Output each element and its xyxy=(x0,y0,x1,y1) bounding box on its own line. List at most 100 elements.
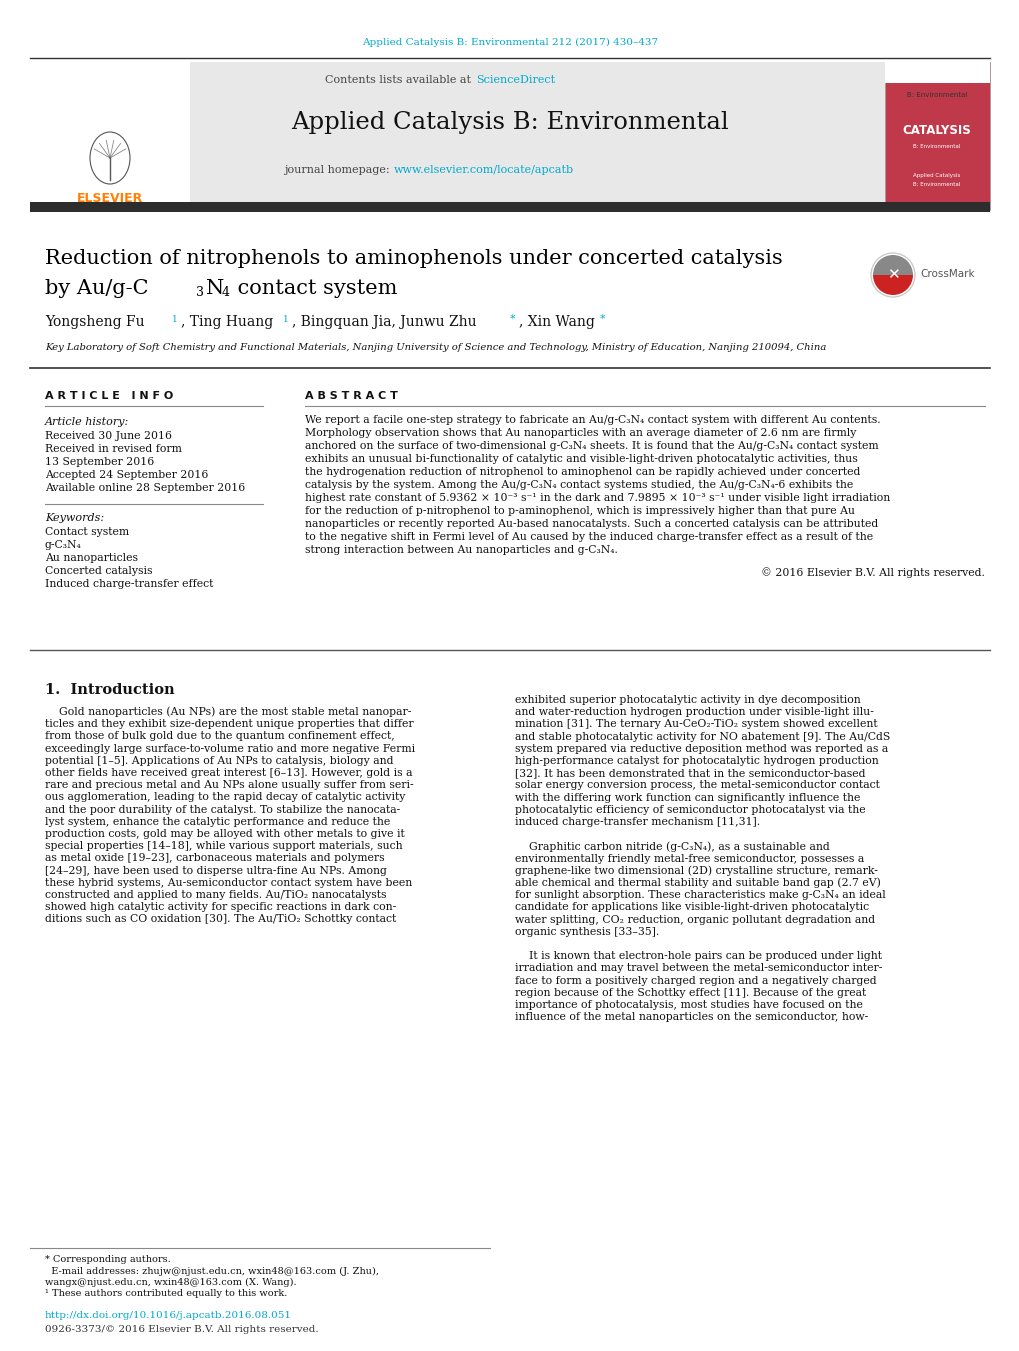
Text: ScienceDirect: ScienceDirect xyxy=(476,76,554,85)
Text: 13 September 2016: 13 September 2016 xyxy=(45,457,154,467)
Text: the hydrogenation reduction of nitrophenol to aminophenol can be rapidly achieve: the hydrogenation reduction of nitrophen… xyxy=(305,467,860,477)
Text: Graphitic carbon nitride (g-C₃N₄), as a sustainable and: Graphitic carbon nitride (g-C₃N₄), as a … xyxy=(515,842,828,851)
Text: 1.  Introduction: 1. Introduction xyxy=(45,684,174,697)
Text: exceedingly large surface-to-volume ratio and more negative Fermi: exceedingly large surface-to-volume rati… xyxy=(45,743,415,754)
Text: irradiation and may travel between the metal-semiconductor inter-: irradiation and may travel between the m… xyxy=(515,963,881,974)
Text: contact system: contact system xyxy=(230,278,397,297)
Text: candidate for applications like visible-light-driven photocatalytic: candidate for applications like visible-… xyxy=(515,902,868,912)
Text: and stable photocatalytic activity for NO abatement [9]. The Au/CdS: and stable photocatalytic activity for N… xyxy=(515,732,890,742)
Text: ✕: ✕ xyxy=(886,267,899,282)
Text: showed high catalytic activity for specific reactions in dark con-: showed high catalytic activity for speci… xyxy=(45,902,395,912)
Text: system prepared via reductive deposition method was reported as a: system prepared via reductive deposition… xyxy=(515,744,888,754)
Text: influence of the metal nanoparticles on the semiconductor, how-: influence of the metal nanoparticles on … xyxy=(515,1012,867,1023)
Text: for sunlight absorption. These characteristics make g-C₃N₄ an ideal: for sunlight absorption. These character… xyxy=(515,890,884,900)
Text: strong interaction between Au nanoparticles and g-C₃N₄.: strong interaction between Au nanopartic… xyxy=(305,544,618,555)
Text: and the poor durability of the catalyst. To stabilize the nanocata-: and the poor durability of the catalyst.… xyxy=(45,805,399,815)
Bar xyxy=(884,58,989,82)
Text: region because of the Schottky effect [11]. Because of the great: region because of the Schottky effect [1… xyxy=(515,988,865,998)
Text: and water-reduction hydrogen production under visible-light illu-: and water-reduction hydrogen production … xyxy=(515,707,873,717)
Text: graphene-like two dimensional (2D) crystalline structure, remark-: graphene-like two dimensional (2D) cryst… xyxy=(515,866,877,875)
Text: with the differing work function can significantly influence the: with the differing work function can sig… xyxy=(515,793,860,802)
Text: catalysis by the system. Among the Au/g-C₃N₄ contact systems studied, the Au/g-C: catalysis by the system. Among the Au/g-… xyxy=(305,480,853,490)
Text: ticles and they exhibit size-dependent unique properties that differ: ticles and they exhibit size-dependent u… xyxy=(45,719,414,730)
Text: exhibits an unusual bi-functionality of catalytic and visible-light-driven photo: exhibits an unusual bi-functionality of … xyxy=(305,454,857,463)
Text: Accepted 24 September 2016: Accepted 24 September 2016 xyxy=(45,470,208,480)
Text: nanoparticles or recently reported Au-based nanocatalysts. Such a concerted cata: nanoparticles or recently reported Au-ba… xyxy=(305,519,877,530)
Text: environmentally friendly metal-free semiconductor, possesses a: environmentally friendly metal-free semi… xyxy=(515,854,863,863)
Text: these hybrid systems, Au-semiconductor contact system have been: these hybrid systems, Au-semiconductor c… xyxy=(45,878,412,888)
Text: 1: 1 xyxy=(282,315,288,323)
Text: [24–29], have been used to disperse ultra-fine Au NPs. Among: [24–29], have been used to disperse ultr… xyxy=(45,866,386,875)
Text: Au nanoparticles: Au nanoparticles xyxy=(45,553,138,563)
Text: Concerted catalysis: Concerted catalysis xyxy=(45,566,153,576)
Text: E-mail addresses: zhujw@njust.edu.cn, wxin48@163.com (J. Zhu),: E-mail addresses: zhujw@njust.edu.cn, wx… xyxy=(45,1266,379,1275)
Text: importance of photocatalysis, most studies have focused on the: importance of photocatalysis, most studi… xyxy=(515,1000,862,1011)
Text: ous agglomeration, leading to the rapid decay of catalytic activity: ous agglomeration, leading to the rapid … xyxy=(45,793,405,802)
Wedge shape xyxy=(872,255,912,276)
Text: , Ting Huang: , Ting Huang xyxy=(180,315,273,330)
Bar xyxy=(30,62,884,209)
Text: 1: 1 xyxy=(172,315,177,323)
Text: Induced charge-transfer effect: Induced charge-transfer effect xyxy=(45,580,213,589)
Text: high-performance catalyst for photocatalytic hydrogen production: high-performance catalyst for photocatal… xyxy=(515,757,878,766)
Text: Morphology observation shows that Au nanoparticles with an average diameter of 2: Morphology observation shows that Au nan… xyxy=(305,428,856,438)
Text: *: * xyxy=(510,313,516,324)
Text: to the negative shift in Fermi level of Au caused by the induced charge-transfer: to the negative shift in Fermi level of … xyxy=(305,532,872,542)
Text: B: Environmental: B: Environmental xyxy=(912,182,960,188)
Text: constructed and applied to many fields. Au/TiO₂ nanocatalysts: constructed and applied to many fields. … xyxy=(45,890,386,900)
Text: 0926-3373/© 2016 Elsevier B.V. All rights reserved.: 0926-3373/© 2016 Elsevier B.V. All right… xyxy=(45,1325,318,1335)
Text: able chemical and thermal stability and suitable band gap (2.7 eV): able chemical and thermal stability and … xyxy=(515,878,880,888)
Text: Key Laboratory of Soft Chemistry and Functional Materials, Nanjing University of: Key Laboratory of Soft Chemistry and Fun… xyxy=(45,343,825,353)
Text: organic synthesis [33–35].: organic synthesis [33–35]. xyxy=(515,927,658,936)
Text: journal homepage:: journal homepage: xyxy=(283,165,392,176)
Text: Received in revised form: Received in revised form xyxy=(45,444,181,454)
Text: Article history:: Article history: xyxy=(45,417,129,427)
Text: water splitting, CO₂ reduction, organic pollutant degradation and: water splitting, CO₂ reduction, organic … xyxy=(515,915,874,924)
Text: *: * xyxy=(599,313,605,324)
Text: Available online 28 September 2016: Available online 28 September 2016 xyxy=(45,484,245,493)
Text: B: Environmental: B: Environmental xyxy=(906,92,966,99)
Text: lyst system, enhance the catalytic performance and reduce the: lyst system, enhance the catalytic perfo… xyxy=(45,817,390,827)
Text: Applied Catalysis B: Environmental 212 (2017) 430–437: Applied Catalysis B: Environmental 212 (… xyxy=(362,38,657,46)
Text: A R T I C L E   I N F O: A R T I C L E I N F O xyxy=(45,390,173,401)
Text: Yongsheng Fu: Yongsheng Fu xyxy=(45,315,145,330)
Text: Gold nanoparticles (Au NPs) are the most stable metal nanopar-: Gold nanoparticles (Au NPs) are the most… xyxy=(45,707,411,717)
Bar xyxy=(884,62,989,209)
Text: rare and precious metal and Au NPs alone usually suffer from seri-: rare and precious metal and Au NPs alone… xyxy=(45,780,414,790)
Text: CrossMark: CrossMark xyxy=(919,269,974,280)
Text: other fields have received great interest [6–13]. However, gold is a: other fields have received great interes… xyxy=(45,767,412,778)
Text: potential [1–5]. Applications of Au NPs to catalysis, biology and: potential [1–5]. Applications of Au NPs … xyxy=(45,755,393,766)
Text: by Au/g-C: by Au/g-C xyxy=(45,278,149,297)
Text: induced charge-transfer mechanism [11,31].: induced charge-transfer mechanism [11,31… xyxy=(515,817,759,827)
Text: ¹ These authors contributed equally to this work.: ¹ These authors contributed equally to t… xyxy=(45,1289,287,1297)
Text: N: N xyxy=(206,278,224,297)
Text: * Corresponding authors.: * Corresponding authors. xyxy=(45,1255,170,1265)
Text: www.elsevier.com/locate/apcatb: www.elsevier.com/locate/apcatb xyxy=(393,165,574,176)
Text: Applied Catalysis B: Environmental: Applied Catalysis B: Environmental xyxy=(290,112,729,135)
Text: It is known that electron-hole pairs can be produced under light: It is known that electron-hole pairs can… xyxy=(515,951,881,961)
Text: 3: 3 xyxy=(196,285,204,299)
Text: as metal oxide [19–23], carbonaceous materials and polymers: as metal oxide [19–23], carbonaceous mat… xyxy=(45,854,384,863)
Text: ditions such as CO oxidation [30]. The Au/TiO₂ Schottky contact: ditions such as CO oxidation [30]. The A… xyxy=(45,915,395,924)
Text: CATALYSIS: CATALYSIS xyxy=(902,123,970,136)
Text: http://dx.doi.org/10.1016/j.apcatb.2016.08.051: http://dx.doi.org/10.1016/j.apcatb.2016.… xyxy=(45,1312,291,1320)
Text: g-C₃N₄: g-C₃N₄ xyxy=(45,540,82,550)
Text: Received 30 June 2016: Received 30 June 2016 xyxy=(45,431,172,440)
Text: solar energy conversion process, the metal-semiconductor contact: solar energy conversion process, the met… xyxy=(515,781,879,790)
Text: B: Environmental: B: Environmental xyxy=(912,145,960,150)
Text: Contact system: Contact system xyxy=(45,527,129,536)
Text: photocatalytic efficiency of semiconductor photocatalyst via the: photocatalytic efficiency of semiconduct… xyxy=(515,805,865,815)
Text: Contents lists available at: Contents lists available at xyxy=(325,76,475,85)
Text: © 2016 Elsevier B.V. All rights reserved.: © 2016 Elsevier B.V. All rights reserved… xyxy=(760,567,984,578)
Text: anchored on the surface of two-dimensional g-C₃N₄ sheets. It is found that the A: anchored on the surface of two-dimension… xyxy=(305,440,877,451)
Text: ELSEVIER: ELSEVIER xyxy=(76,192,143,204)
Text: face to form a positively charged region and a negatively charged: face to form a positively charged region… xyxy=(515,975,875,986)
Text: , Xin Wang: , Xin Wang xyxy=(519,315,594,330)
Text: for the reduction of p-nitrophenol to p-aminophenol, which is impressively highe: for the reduction of p-nitrophenol to p-… xyxy=(305,507,854,516)
Bar xyxy=(30,62,190,209)
Text: , Bingquan Jia, Junwu Zhu: , Bingquan Jia, Junwu Zhu xyxy=(291,315,476,330)
Text: highest rate constant of 5.9362 × 10⁻³ s⁻¹ in the dark and 7.9895 × 10⁻³ s⁻¹ und: highest rate constant of 5.9362 × 10⁻³ s… xyxy=(305,493,890,503)
Text: production costs, gold may be alloyed with other metals to give it: production costs, gold may be alloyed wi… xyxy=(45,830,405,839)
Text: We report a facile one-step strategy to fabricate an Au/g-C₃N₄ contact system wi: We report a facile one-step strategy to … xyxy=(305,415,879,426)
Text: wangx@njust.edu.cn, wxin48@163.com (X. Wang).: wangx@njust.edu.cn, wxin48@163.com (X. W… xyxy=(45,1278,297,1286)
